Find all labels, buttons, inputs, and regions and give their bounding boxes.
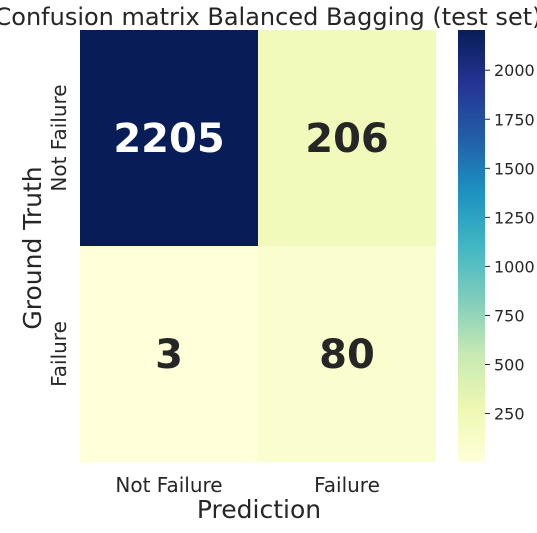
colorbar-tick-label: 1000: [494, 257, 535, 276]
x-axis-label: Prediction: [197, 495, 321, 524]
y-tick-label: Failure: [47, 321, 71, 387]
heatmap-cells: [80, 30, 436, 462]
x-tick-labels: Not Failure Failure: [115, 473, 380, 497]
heatmap-cell: [258, 30, 436, 246]
colorbar-tick-label: 1750: [494, 110, 535, 129]
heatmap-cell: [80, 30, 258, 246]
colorbar-tick-label: 250: [494, 405, 525, 424]
heatmap-cell-labels: 2205 206 3 80: [113, 116, 388, 378]
y-axis-label: Ground Truth: [18, 166, 47, 329]
cell-value-label: 80: [319, 332, 375, 378]
cell-value-label: 2205: [113, 116, 224, 162]
colorbar-tick-label: 1500: [494, 159, 535, 178]
y-tick-label: Not Failure: [47, 84, 71, 191]
cell-value-label: 3: [155, 332, 183, 378]
x-tick-label: Failure: [314, 473, 380, 497]
colorbar-tick-label: 1250: [494, 208, 535, 227]
colorbar: [458, 30, 485, 462]
colorbar-tick-label: 750: [494, 306, 525, 325]
y-tick-labels: Not Failure Failure: [47, 84, 71, 387]
colorbar-tick-label: 2000: [494, 61, 535, 80]
heatmap-cell: [258, 246, 436, 462]
chart-title: Confusion matrix Balanced Bagging (test …: [0, 3, 537, 31]
heatmap-cell: [80, 246, 258, 462]
colorbar-tick-label: 500: [494, 355, 525, 374]
cell-value-label: 206: [305, 116, 389, 162]
x-tick-label: Not Failure: [115, 473, 222, 497]
colorbar-ticks: 250 500 750 1000 1250 1500 1750 2000: [485, 61, 535, 424]
